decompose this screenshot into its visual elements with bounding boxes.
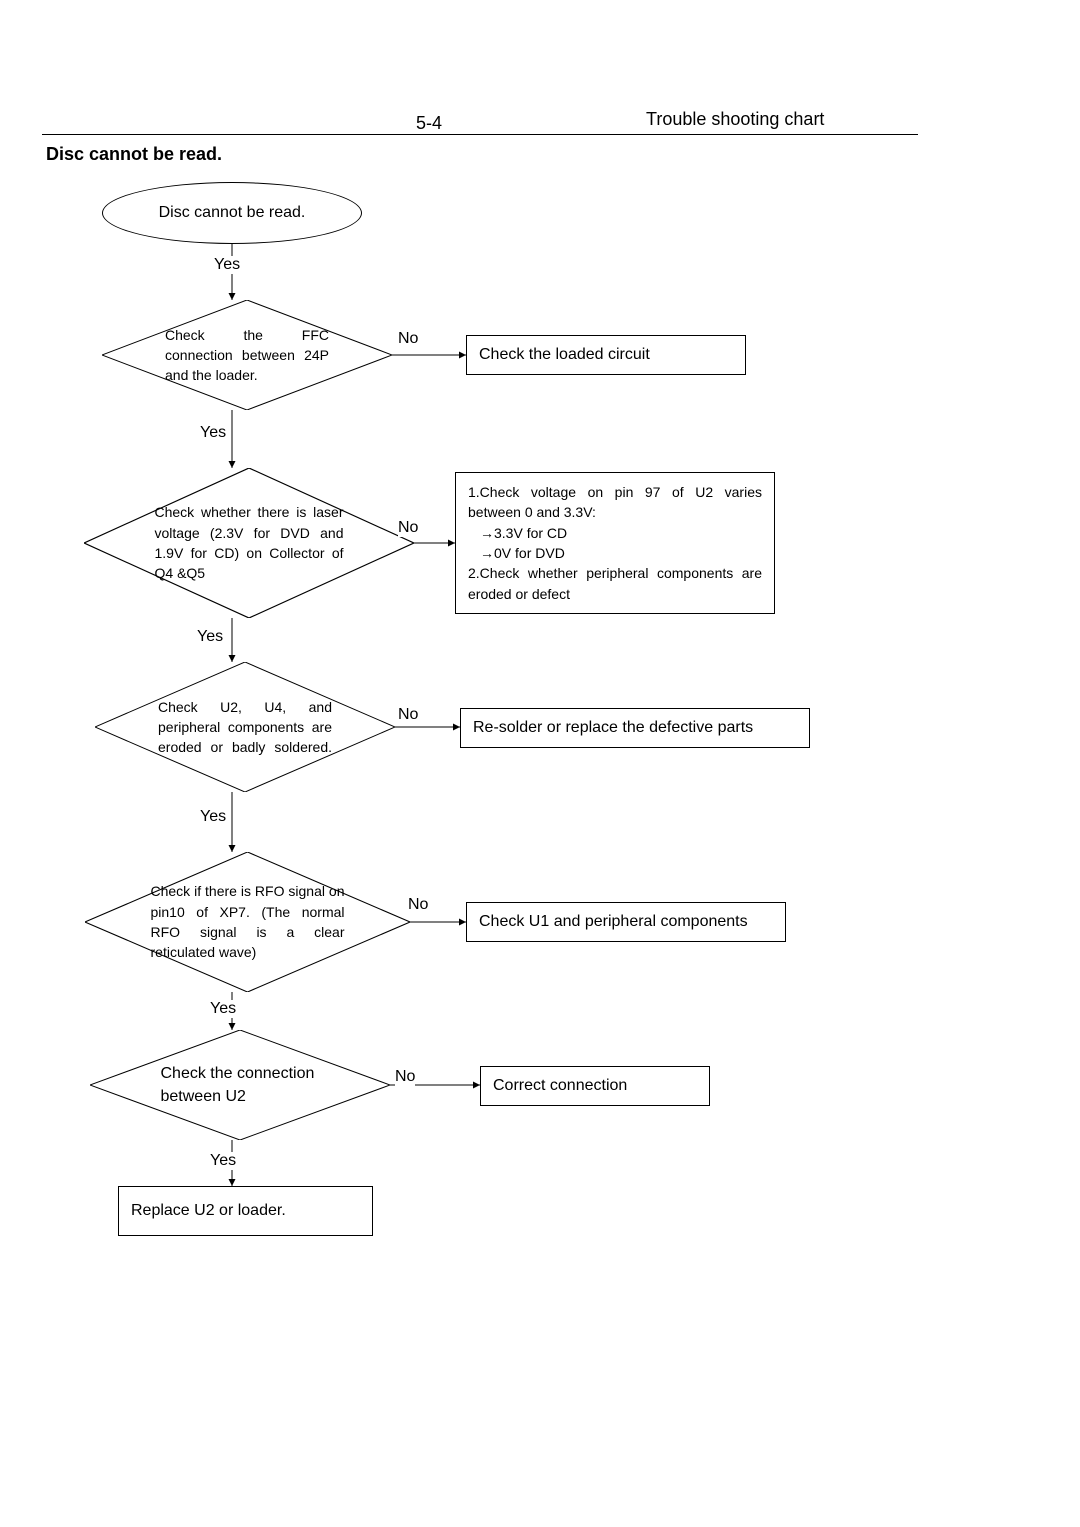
edge-label-no: No <box>398 330 418 348</box>
edge-label-no: No <box>395 1068 415 1086</box>
edge-label-yes: Yes <box>200 808 226 826</box>
edge-label-no: No <box>398 519 418 537</box>
edge-label-yes: Yes <box>210 1152 236 1170</box>
edge-label-no: No <box>398 706 418 724</box>
connectors <box>0 0 1080 1527</box>
edge-label-yes: Yes <box>200 424 226 442</box>
page: 5-4 Trouble shooting chart Disc cannot b… <box>0 0 1080 1527</box>
edge-label-yes: Yes <box>214 256 240 274</box>
edge-label-yes: Yes <box>197 628 223 646</box>
edge-label-no: No <box>408 896 428 914</box>
edge-label-yes: Yes <box>210 1000 236 1018</box>
